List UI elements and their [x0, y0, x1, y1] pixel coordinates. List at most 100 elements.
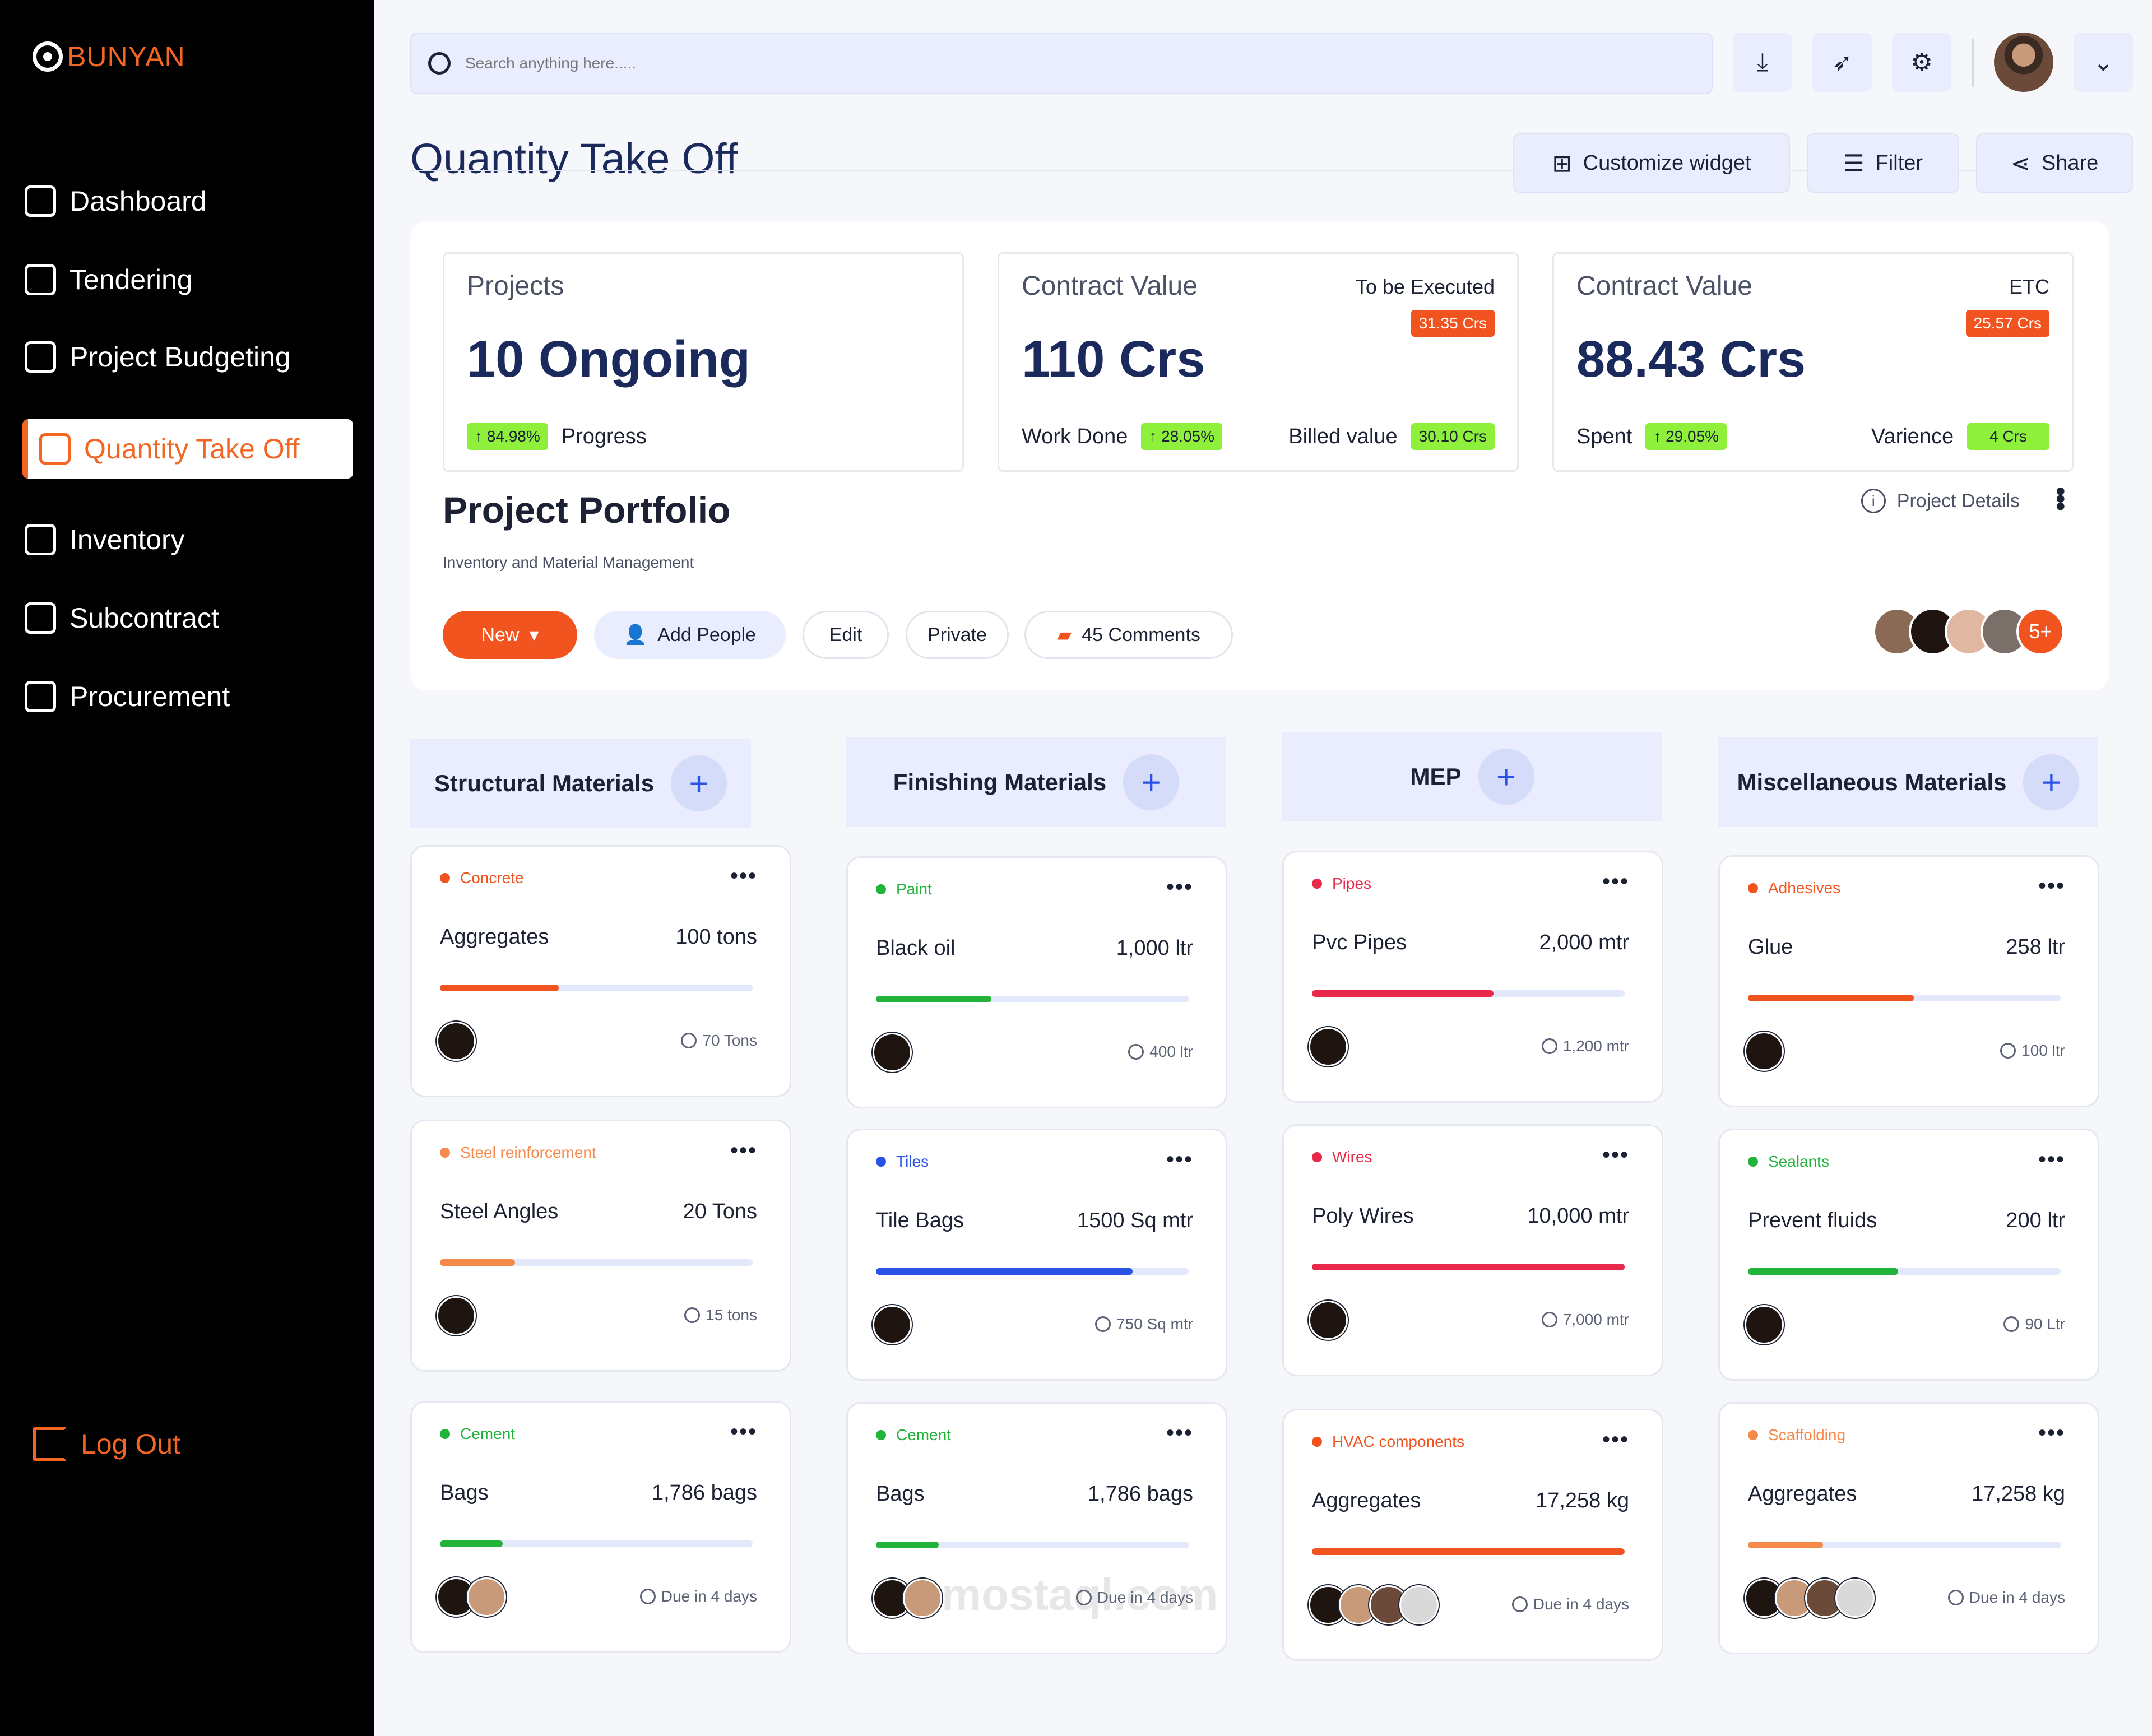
- procurement-icon: [25, 681, 56, 712]
- sidebar-item-subcontract[interactable]: Subcontract: [22, 588, 353, 648]
- material-card[interactable]: Scaffolding ••• Aggregates 17,258 kg Due in …: [1718, 1402, 2099, 1654]
- assignees[interactable]: [1745, 1032, 1784, 1071]
- category-label: HVAC components: [1332, 1433, 1465, 1450]
- etc-chip: 25.57 Crs: [1965, 310, 2049, 337]
- assignees[interactable]: [873, 1579, 942, 1618]
- add-people-button[interactable]: 👤 Add People: [594, 611, 786, 659]
- material-quantity: 1500 Sq mtr: [1077, 1209, 1193, 1232]
- sidebar-item-label: Quantity Take Off: [84, 433, 300, 465]
- sidebar-item-inventory[interactable]: Inventory: [22, 510, 353, 569]
- material-card[interactable]: Tiles ••• Tile Bags 1500 Sq mtr 750 Sq mtr: [846, 1129, 1227, 1381]
- user-avatar[interactable]: [1994, 33, 2053, 92]
- contract-value-row: Work Done ↑ 28.05% Billed value 30.10 Cr…: [1022, 423, 1495, 450]
- category-label: Scaffolding: [1768, 1426, 1846, 1443]
- avatar: [1909, 607, 1957, 656]
- clock-icon: [681, 1033, 697, 1048]
- work-done-label: Work Done: [1022, 424, 1128, 448]
- more-options-icon[interactable]: •••: [2045, 486, 2076, 509]
- assignees[interactable]: [1745, 1579, 1875, 1618]
- sidebar-item-tendering[interactable]: Tendering: [22, 250, 353, 309]
- more-options-icon[interactable]: •••: [1166, 1147, 1193, 1172]
- material-card[interactable]: Paint ••• Black oil 1,000 ltr 400 ltr: [846, 856, 1227, 1108]
- share-button[interactable]: ⋖ Share: [1976, 133, 2133, 193]
- account-menu-button[interactable]: ⌄: [2074, 33, 2133, 92]
- material-card[interactable]: Pipes ••• Pvc Pipes 2,000 mtr 1,200 mtr: [1282, 851, 1663, 1103]
- status-dot: [876, 884, 886, 894]
- sidebar-item-quantity-take-off[interactable]: Quantity Take Off: [22, 419, 353, 479]
- material-name: Poly Wires: [1312, 1204, 1414, 1228]
- material-card[interactable]: HVAC components ••• Aggregates 17,258 kg Due…: [1282, 1409, 1663, 1661]
- search-bar[interactable]: [410, 33, 1713, 94]
- material-card[interactable]: Sealants ••• Prevent fluids 200 ltr 90 Ltr: [1718, 1129, 2099, 1381]
- sidebar-item-dashboard[interactable]: Dashboard: [22, 171, 353, 231]
- material-card[interactable]: Cement ••• Bags 1,786 bags Due in 4 days: [410, 1401, 791, 1653]
- clock-icon: [1128, 1044, 1144, 1060]
- assignees[interactable]: [1309, 1301, 1348, 1340]
- more-options-icon[interactable]: •••: [1602, 1427, 1629, 1452]
- brand-logo[interactable]: BUNYAN: [33, 40, 185, 73]
- edit-button[interactable]: Edit: [803, 611, 889, 659]
- private-button[interactable]: Private: [906, 611, 1009, 659]
- more-options-icon[interactable]: •••: [730, 1419, 757, 1444]
- add-card-button[interactable]: +: [2023, 754, 2080, 810]
- private-label: Private: [927, 624, 987, 646]
- material-card[interactable]: Concrete ••• Aggregates 100 tons 70 Tons: [410, 845, 791, 1097]
- material-card[interactable]: Steel reinforcement ••• Steel Angles 20 Ton…: [410, 1120, 791, 1372]
- progress-track: [876, 996, 1189, 1002]
- budget-icon: [25, 341, 56, 373]
- more-options-icon[interactable]: •••: [2038, 1421, 2065, 1445]
- assignees[interactable]: [873, 1305, 912, 1344]
- add-card-button[interactable]: +: [1478, 749, 1534, 805]
- category-label: Sealants: [1768, 1153, 1829, 1170]
- assignees[interactable]: [437, 1296, 476, 1335]
- assignees[interactable]: [873, 1033, 912, 1072]
- sidebar-item-procurement[interactable]: Procurement: [22, 667, 353, 726]
- more-options-icon[interactable]: •••: [1602, 869, 1629, 894]
- brand-name: BUNYAN: [67, 41, 185, 72]
- assignees[interactable]: [437, 1022, 476, 1061]
- material-card[interactable]: Adhesives ••• Glue 258 ltr 100 ltr: [1718, 855, 2099, 1107]
- add-card-button[interactable]: +: [1123, 754, 1180, 810]
- rocket-button[interactable]: ➶: [1812, 33, 1872, 92]
- customize-widget-button[interactable]: ⊞ Customize widget: [1513, 133, 1790, 193]
- sidebar-item-project-budgeting[interactable]: Project Budgeting: [22, 327, 353, 387]
- toolbar-divider: [1972, 39, 1974, 87]
- material-category: Cement: [876, 1426, 951, 1444]
- more-options-icon[interactable]: •••: [2038, 874, 2065, 898]
- search-input[interactable]: [465, 54, 1474, 72]
- project-details-link[interactable]: i Project Details: [1861, 489, 2020, 513]
- material-card[interactable]: Wires ••• Poly Wires 10,000 mtr 7,000 mtr: [1282, 1124, 1663, 1376]
- material-meta: 100 ltr: [2000, 1042, 2065, 1060]
- settings-button[interactable]: ⚙: [1892, 33, 1951, 92]
- status-dot: [1312, 1152, 1322, 1162]
- filter-button[interactable]: ☰ Filter: [1807, 133, 1959, 193]
- material-name: Prevent fluids: [1748, 1209, 1877, 1232]
- download-button[interactable]: ⤓: [1733, 33, 1792, 92]
- more-options-icon[interactable]: •••: [1166, 1421, 1193, 1445]
- comments-button[interactable]: ▰ 45 Comments: [1024, 611, 1233, 659]
- material-category: Tiles: [876, 1153, 929, 1171]
- progress-track: [1312, 1548, 1625, 1555]
- material-meta: 1,200 mtr: [1541, 1037, 1629, 1055]
- sidebar-item-label: Subcontract: [69, 602, 219, 634]
- more-options-icon[interactable]: •••: [1166, 875, 1193, 899]
- assignees[interactable]: [1309, 1027, 1348, 1066]
- sidebar-item-label: Dashboard: [69, 185, 207, 217]
- more-options-icon[interactable]: •••: [1602, 1143, 1629, 1167]
- material-name: Aggregates: [440, 925, 549, 949]
- material-card[interactable]: Cement ••• Bags 1,786 bags Due in 4 days: [846, 1402, 1227, 1654]
- more-options-icon[interactable]: •••: [730, 1138, 757, 1163]
- add-card-button[interactable]: +: [671, 755, 727, 811]
- more-options-icon[interactable]: •••: [730, 864, 757, 888]
- assignees[interactable]: [1309, 1585, 1439, 1624]
- assignees[interactable]: [437, 1577, 506, 1617]
- category-label: Cement: [460, 1425, 516, 1442]
- progress-track: [1312, 990, 1625, 997]
- spent-chip: ↑ 29.05%: [1645, 423, 1727, 450]
- new-dropdown-button[interactable]: New ▾: [443, 611, 577, 659]
- more-options-icon[interactable]: •••: [2038, 1147, 2065, 1172]
- handshake-icon: [25, 264, 56, 295]
- logout-button[interactable]: Log Out: [33, 1427, 180, 1461]
- team-avatars[interactable]: 5+: [1873, 607, 2065, 656]
- assignees[interactable]: [1745, 1305, 1784, 1344]
